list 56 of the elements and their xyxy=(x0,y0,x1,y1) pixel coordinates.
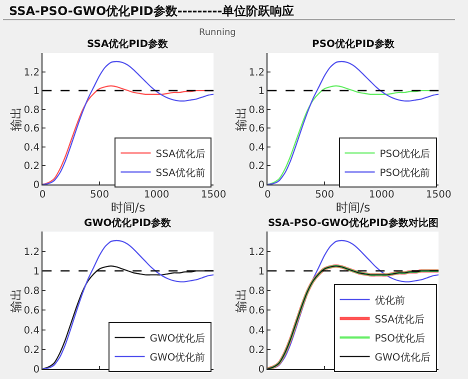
chart-title: PSO优化PID参数 xyxy=(312,38,396,50)
y-axis-title: 输出 xyxy=(234,288,248,312)
y-tick-label: 0 xyxy=(33,180,40,192)
y-axis-title: 输出 xyxy=(8,288,23,312)
y-tick-label: 0.2 xyxy=(24,344,40,356)
x-tick-label: 1500 xyxy=(426,190,452,201)
legend-label: SSA优化后 xyxy=(156,148,206,160)
x-axis-title: 时间/s xyxy=(336,200,370,215)
y-tick-label: 0.2 xyxy=(24,161,40,172)
y-tick-label: 1 xyxy=(258,266,265,278)
legend-label: SSA优化前 xyxy=(156,166,206,179)
x-axis-title: 时间/s xyxy=(110,200,146,215)
chart-title: GWO优化PID参数 xyxy=(84,217,172,229)
y-tick-label: 0.6 xyxy=(248,124,265,135)
y-tick-label: 1 xyxy=(33,266,40,278)
x-tick-label: 1000 xyxy=(368,190,394,201)
text: SSA-PSO-GWO优化PID参数---------单位阶跃响应 xyxy=(9,4,294,18)
legend-label: PSO优化后 xyxy=(380,148,430,160)
y-tick-label: 0 xyxy=(258,180,265,192)
y-tick-label: 1.2 xyxy=(24,246,40,258)
legend-label: GWO优化后 xyxy=(150,332,206,344)
y-tick-label: 0.4 xyxy=(24,142,40,154)
legend-label: 优化前 xyxy=(374,294,405,306)
y-tick-label: 1.2 xyxy=(248,246,265,258)
y-tick-label: 0 xyxy=(33,364,40,376)
chart-title: SSA优化PID参数 xyxy=(87,38,170,50)
legend-label: PSO优化后 xyxy=(374,332,426,344)
y-tick-label: 0.4 xyxy=(24,325,40,336)
y-tick-label: 0.4 xyxy=(248,325,265,336)
x-tick-label: 500 xyxy=(315,190,334,201)
y-tick-label: 1.2 xyxy=(248,67,265,78)
y-tick-label: 0.8 xyxy=(24,104,40,116)
y-tick-label: 0.8 xyxy=(248,104,265,116)
y-tick-label: 0 xyxy=(258,364,265,376)
chart-title: SSA-PSO-GWO优化PID参数对比图 xyxy=(268,217,438,229)
y-tick-label: 0.8 xyxy=(24,286,40,298)
legend-label: PSO优化前 xyxy=(380,166,430,179)
y-axis-title: 输出 xyxy=(8,106,23,131)
y-tick-label: 0.6 xyxy=(24,124,40,135)
y-tick-label: 0.2 xyxy=(248,161,265,172)
y-tick-label: 0.4 xyxy=(248,142,265,154)
y-tick-label: 0.6 xyxy=(24,306,40,317)
legend-label: GWO优化前 xyxy=(150,351,206,364)
legend-label: GWO优化后 xyxy=(374,351,430,364)
y-tick-label: 0.8 xyxy=(248,286,265,298)
text: Running xyxy=(199,28,236,38)
y-tick-label: 1 xyxy=(33,86,40,98)
x-tick-label: 500 xyxy=(90,190,110,201)
y-tick-label: 1 xyxy=(258,86,265,98)
legend-label: SSA优化后 xyxy=(374,313,425,326)
y-tick-label: 1.2 xyxy=(24,67,40,78)
x-tick-label: 1000 xyxy=(144,190,170,201)
y-tick-label: 0.2 xyxy=(248,344,265,356)
y-tick-label: 0.6 xyxy=(248,306,265,317)
y-axis-title: 输出 xyxy=(234,106,248,131)
x-tick-label: 1500 xyxy=(200,190,226,201)
